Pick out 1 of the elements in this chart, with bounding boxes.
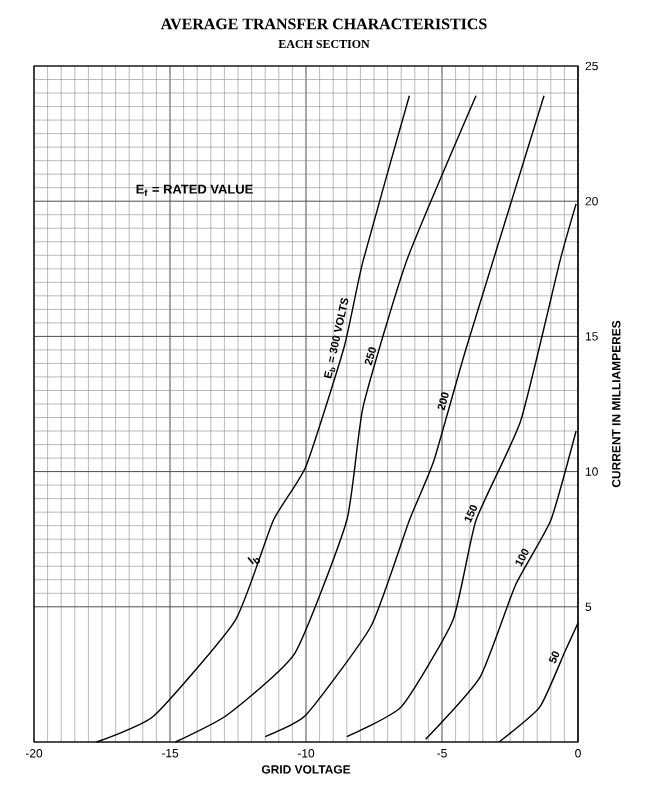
line-series: [264, 95, 545, 738]
